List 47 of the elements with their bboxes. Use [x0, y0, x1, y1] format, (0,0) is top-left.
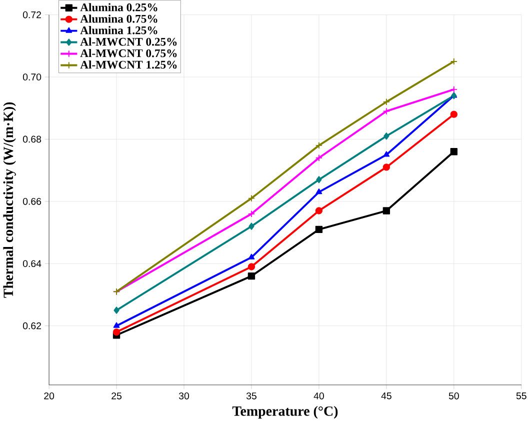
- legend-label: Alumina 0.25%: [80, 3, 158, 12]
- point: [112, 328, 120, 336]
- legend-label: Al-MWCNT 0.75%: [80, 49, 177, 58]
- point: [315, 154, 323, 162]
- point: [450, 86, 458, 94]
- point: [248, 210, 256, 218]
- legend-label: Al-MWCNT 1.25%: [80, 60, 177, 69]
- point: [316, 188, 322, 194]
- point: [315, 226, 323, 234]
- x-axis-title: Temperature (°C): [232, 406, 338, 419]
- y-tick-label: 0.70: [22, 74, 42, 80]
- x-tick-label: 25: [112, 392, 122, 400]
- y-tick-label: 0.64: [22, 260, 42, 268]
- point: [450, 110, 458, 118]
- point: [248, 272, 256, 280]
- point: [114, 306, 120, 314]
- point: [382, 98, 390, 106]
- point: [315, 207, 323, 214]
- point: [248, 222, 254, 230]
- point: [248, 254, 255, 260]
- point: [383, 151, 390, 157]
- point: [248, 194, 256, 202]
- point: [316, 176, 322, 184]
- y-tick-label: 0.66: [22, 198, 42, 205]
- point: [450, 58, 458, 66]
- point: [382, 108, 390, 115]
- point: [315, 142, 323, 150]
- x-tick-label: 40: [314, 392, 324, 400]
- point: [113, 322, 120, 328]
- legend-label: Alumina 0.75%: [80, 14, 158, 23]
- point: [382, 207, 390, 214]
- y-tick-label: 0.62: [22, 322, 41, 330]
- point: [450, 148, 458, 156]
- legend-label: Alumina 1.25%: [80, 26, 158, 34]
- point: [248, 263, 256, 270]
- x-tick-label: 55: [516, 392, 526, 400]
- x-tick-label: 50: [448, 392, 459, 400]
- x-tick-label: 45: [381, 392, 392, 400]
- y-tick-label: 0.68: [22, 136, 42, 143]
- point: [382, 164, 390, 171]
- x-tick-label: 30: [178, 392, 190, 400]
- point: [384, 132, 390, 140]
- legend-label: Al-MWCNT 0.25%: [80, 38, 177, 46]
- y-axis-title: Thermal conductivity (W/(m·K)): [3, 102, 16, 298]
- y-tick-label: 0.72: [22, 11, 41, 18]
- x-tick-label: 20: [44, 392, 54, 400]
- x-tick-label: 35: [246, 392, 256, 400]
